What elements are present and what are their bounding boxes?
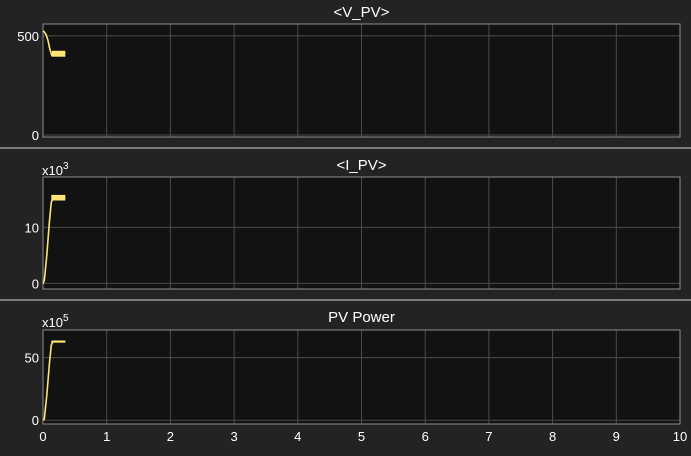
x-tick-label: 7 — [485, 429, 492, 444]
series-ripple-band — [51, 340, 66, 343]
series-ripple-band — [51, 50, 66, 57]
x-tick-label: 10 — [673, 429, 687, 444]
x-tick-label: 1 — [103, 429, 110, 444]
y-tick-label: 50 — [25, 351, 39, 366]
axis-border — [42, 329, 681, 425]
plot-title: PV Power — [328, 309, 395, 326]
y-exponent-label: x105 — [42, 313, 69, 330]
y-tick-label: 0 — [32, 413, 39, 428]
x-tick-label: 9 — [613, 429, 620, 444]
x-tick-label: 5 — [358, 429, 365, 444]
y-tick-label: 10 — [25, 220, 39, 235]
plot-title: <I_PV> — [336, 157, 386, 174]
y-tick-label: 0 — [32, 128, 39, 143]
x-tick-label: 0 — [39, 429, 46, 444]
x-tick-label: 3 — [230, 429, 237, 444]
x-tick-label: 2 — [167, 429, 174, 444]
plot-panel-3: 0 50 0 1 2 3 4 5 6 7 8 9 10 PV Power x105 — [25, 309, 688, 444]
axis-border — [42, 176, 681, 290]
plot-panel-1: 0 500 <V_PV> — [17, 4, 681, 143]
axis-border — [42, 23, 681, 138]
plot-panel-2: 0 10 <I_PV> x103 — [25, 157, 681, 291]
y-tick-label: 500 — [17, 29, 39, 44]
x-tick-label: 4 — [294, 429, 301, 444]
x-tick-label: 6 — [422, 429, 429, 444]
plot-title: <V_PV> — [334, 4, 390, 21]
series-ripple-band — [51, 194, 66, 201]
y-exponent-label: x103 — [42, 161, 69, 178]
x-tick-label: 8 — [549, 429, 556, 444]
y-tick-label: 0 — [32, 276, 39, 291]
